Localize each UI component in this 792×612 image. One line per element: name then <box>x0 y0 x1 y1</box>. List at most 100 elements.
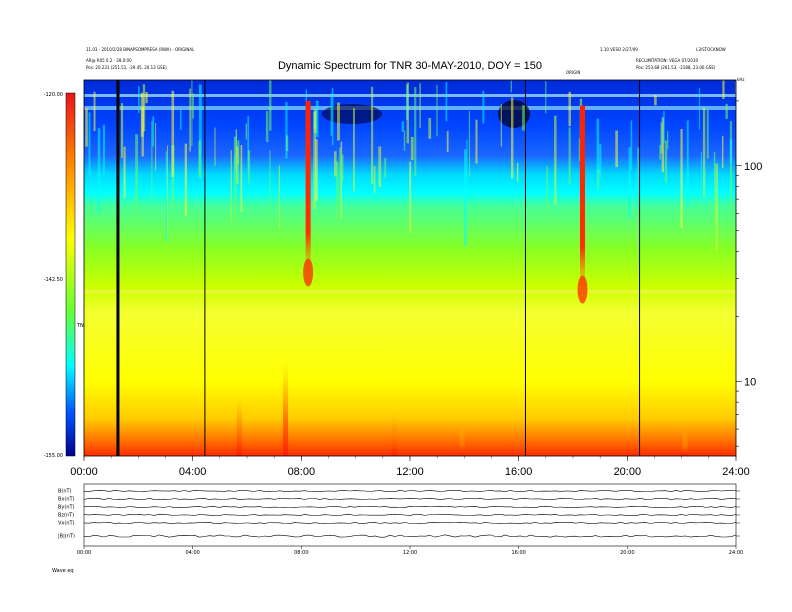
spectrum-streak <box>661 117 665 173</box>
spectrum-streak <box>596 118 600 192</box>
spectrum-streak <box>660 122 663 154</box>
spectrum-streak <box>373 166 376 194</box>
dark-region <box>322 104 382 124</box>
magnetic-field-panels: B(nT) Bx(nT) By(nT) Bz(nT) Vx(nT) |B|(nT) 00:0… <box>58 483 743 556</box>
spectrum-streak <box>315 139 318 202</box>
spectrum-streak <box>214 127 216 166</box>
spectrum-streak <box>339 147 342 228</box>
spectrum-streak <box>597 169 600 190</box>
chart-title: Dynamic Spectrum for TNR 30-MAY-2010, DO… <box>278 60 542 72</box>
spectrum-streak <box>702 107 706 197</box>
spectrogram-background <box>84 80 736 456</box>
spectrum-streak <box>184 143 188 217</box>
spectrum-streak <box>88 112 91 176</box>
header-corner-unit: kHz <box>737 77 744 82</box>
header-right-line3: RECLIMITATION: VEGA 07/2010 <box>636 58 699 63</box>
mag-x-tick-label: 24:00 <box>729 550 743 556</box>
spectrum-streak <box>141 107 144 157</box>
spectrum-streak <box>628 147 631 220</box>
colorbar-tick-mid: -142.50 <box>44 277 63 283</box>
spectrum-streak <box>698 88 701 130</box>
spectrum-streak <box>352 108 355 192</box>
mag-panel-label: Vx(nT) <box>58 521 75 527</box>
mag-x-tick-label: 12:00 <box>403 550 417 556</box>
radio-burst <box>305 100 311 279</box>
spectrum-streak <box>545 81 547 114</box>
spectrum-streak <box>230 150 233 223</box>
spectrum-streak <box>722 80 725 100</box>
mag-x-tick-label: 08:00 <box>294 550 308 556</box>
frequency-axis: 10 100 <box>736 100 762 447</box>
band-stripe <box>84 106 736 110</box>
spectrum-streak <box>401 121 404 132</box>
spectrum-streak <box>315 100 319 138</box>
spectrum-streak <box>680 129 683 229</box>
spectrum-streak <box>269 150 271 220</box>
spectrum-streak <box>510 80 513 93</box>
header-left-line2: AR@ R05 0.2 - 28.0:00 <box>86 58 132 63</box>
x-tick-label: 16:00 <box>505 466 533 478</box>
spectrum-streak <box>340 141 343 219</box>
spectrum-streak <box>378 146 382 187</box>
low-frequency-spike <box>236 396 242 456</box>
spectrum-streak <box>715 163 718 251</box>
spectrum-streak <box>654 95 657 106</box>
spectrum-streak <box>445 82 448 122</box>
colorbar <box>65 92 76 457</box>
spectrum-streak <box>516 162 519 182</box>
spectrum-streak <box>384 157 387 178</box>
spectrum-streak <box>686 120 689 209</box>
x-tick-label: 20:00 <box>614 466 642 478</box>
low-frequency-spike <box>682 431 688 456</box>
spectrum-streak <box>285 135 289 152</box>
header-right-line2: L3/STOCKNOW <box>696 47 726 52</box>
mag-trace <box>83 513 737 517</box>
spectrum-streak <box>247 116 250 173</box>
spectrum-streak <box>630 120 633 171</box>
spectrum-streak <box>269 80 272 131</box>
spectrum-streak <box>664 140 668 183</box>
spectrum-streak <box>500 104 502 147</box>
mag-panel-label: |B|(nT) <box>58 534 75 540</box>
spectrum-streak <box>406 82 409 144</box>
radio-burst-base <box>303 258 314 287</box>
spectrum-streak <box>700 152 702 200</box>
spectrum-streak <box>554 115 557 205</box>
low-frequency-spike <box>283 361 289 456</box>
spectrum-streak <box>142 84 146 132</box>
y-tick-label: 10 <box>744 376 756 388</box>
spectrum-streak <box>151 120 153 199</box>
colorbar-tick-bottom: -155.00 <box>44 453 63 459</box>
x-tick-label: 00:00 <box>70 466 98 478</box>
spectrum-streak <box>428 117 432 139</box>
spectrum-streak <box>410 136 414 161</box>
mag-trace <box>83 534 737 538</box>
spectrum-streak <box>192 93 194 119</box>
mag-trace <box>83 505 737 509</box>
spectrum-streak <box>85 108 88 147</box>
spectrum-streak <box>330 93 333 136</box>
band-stripe <box>84 94 736 97</box>
mag-x-tick-label: 04:00 <box>185 550 199 556</box>
spectrum-streak <box>313 111 317 210</box>
spectrum-streak <box>463 149 467 247</box>
spectrum-streak <box>135 134 139 220</box>
spectrum-streak <box>546 166 548 232</box>
spectrogram-bands <box>84 94 736 293</box>
spectrum-streak <box>265 111 269 142</box>
spectrum-streak <box>97 128 101 214</box>
spectrum-streak <box>198 140 201 178</box>
mag-panel-label: Bz(nT) <box>58 513 74 519</box>
spectrum-streak <box>247 150 251 184</box>
mag-x-tick-label: 00:00 <box>77 550 91 556</box>
spectrum-streak <box>466 139 468 194</box>
mag-panel-label: By(nT) <box>58 505 75 511</box>
spectrum-streak <box>414 87 417 177</box>
spectrum-streak <box>245 123 247 140</box>
spectrum-streak <box>278 165 281 230</box>
header-right-line1: 1.10 VESO 2/27/09 <box>600 47 638 52</box>
spectrum-streak <box>123 146 126 198</box>
spectrum-streak <box>615 130 618 168</box>
spectrum-streak <box>706 109 709 159</box>
low-frequency-spike <box>391 411 397 456</box>
